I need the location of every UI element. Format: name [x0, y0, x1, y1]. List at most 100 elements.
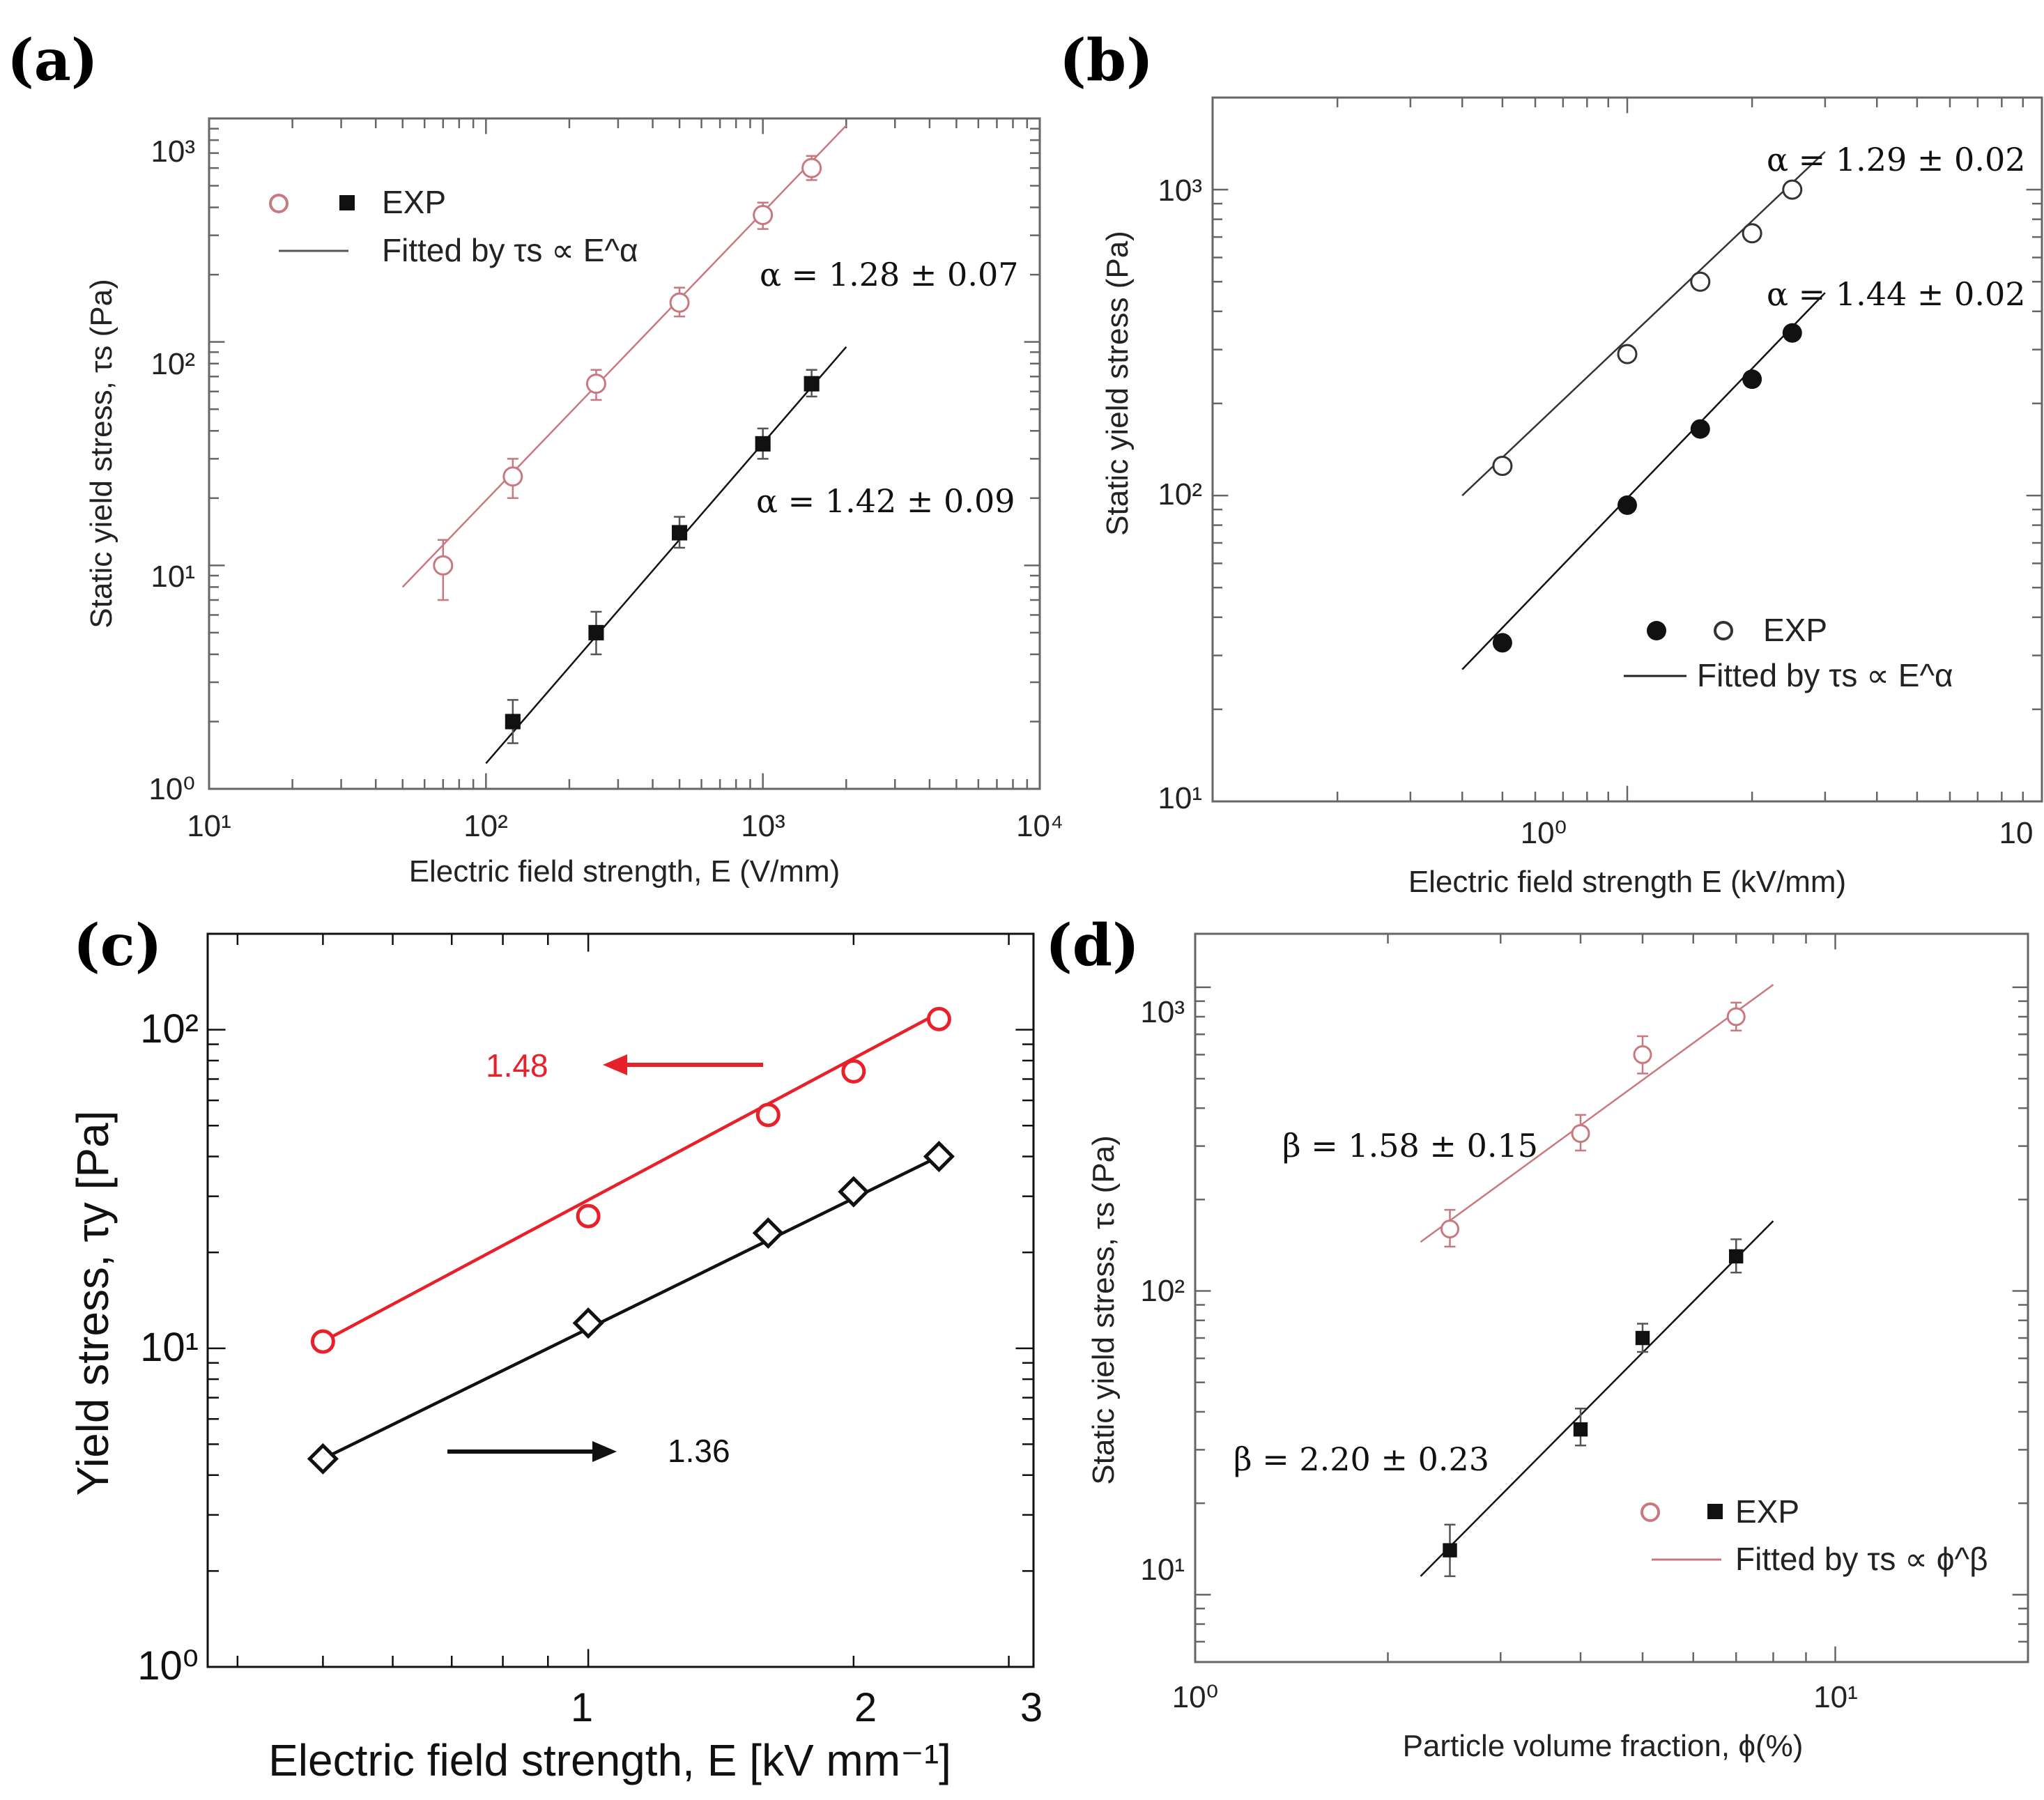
- panel-d-y-tick-label: 10³: [1140, 995, 1185, 1029]
- data-point-open-circle: [1726, 1007, 1746, 1026]
- data-point-open-circle: [755, 1102, 781, 1128]
- legend-open-circle-marker: [269, 194, 289, 213]
- data-point-filled-square: [1443, 1543, 1457, 1557]
- data-point-open-circle: [585, 374, 606, 394]
- panel-b-x-ticks: 10⁰ 10: [1521, 816, 2034, 850]
- data-point-open-diamond: [838, 1176, 870, 1208]
- data-point-filled-circle: [1492, 633, 1512, 653]
- panel-a-series-1-label: α = 1.42 ± 0.09: [756, 482, 1015, 520]
- panel-a-x-ticks: 10¹ 10² 10³ 10⁴: [187, 809, 1063, 843]
- data-point-open-circle: [1571, 1124, 1590, 1144]
- data-point-open-circle: [801, 157, 822, 178]
- panel-d-legend-exp: EXP: [1735, 1493, 1799, 1530]
- fit-line: [401, 125, 847, 588]
- data-point-filled-square: [505, 714, 521, 730]
- panel-c-y-tick-label: 10²: [140, 1006, 199, 1052]
- panel-b-x-axis-title: Electric field strength E (kV/mm): [1408, 865, 1846, 899]
- legend-filled-square-marker: [1707, 1504, 1723, 1519]
- panel-a-y-tick-label: 10²: [151, 347, 195, 381]
- panel-b-y-tick-label: 10²: [1158, 477, 1202, 511]
- panel-b-data: [1211, 96, 2043, 803]
- data-point-open-diamond: [572, 1307, 604, 1339]
- panel-b-x-tick-label: 10⁰: [1521, 816, 1567, 850]
- panel-a-x-tick-label: 10¹: [187, 809, 231, 843]
- fit-line: [1420, 1220, 1774, 1577]
- legend-open-circle-marker: [1640, 1502, 1660, 1522]
- panel-b-y-axis-title: Static yield stress (Pa): [1100, 231, 1135, 536]
- panel-a-y-ticks: 10⁰ 10¹ 10² 10³: [148, 134, 195, 806]
- panel-b-series-1-label: α = 1.44 ± 0.02: [1767, 275, 2025, 313]
- data-point-open-circle: [576, 1203, 601, 1229]
- panel-d-series-0-label: β = 1.58 ± 0.15: [1282, 1127, 1538, 1164]
- panel-d-x-axis-title: Particle volume fraction, ϕ(%): [1403, 1729, 1804, 1763]
- panel-c-y-ticks: 10⁰ 10¹ 10²: [137, 1006, 199, 1689]
- panel-a-y-axis-title: Static yield stress, τs (Pa): [84, 279, 118, 629]
- panel-c-letter: (c): [73, 912, 162, 979]
- panel-c-black-arrow: [447, 1441, 617, 1462]
- panel-c-x-tick-label: 3: [1020, 1685, 1043, 1730]
- data-point-open-circle: [1633, 1045, 1652, 1064]
- panel-b: (b) 10⁰ 10 10¹ 10² 10³ Electric field st…: [1059, 27, 2043, 899]
- panel-c-x-tick-label: 2: [854, 1685, 877, 1730]
- panel-d-y-tick-label: 10²: [1140, 1274, 1185, 1308]
- panel-a-series-0-label: α = 1.28 ± 0.07: [760, 256, 1018, 293]
- panel-b-y-tick-label: 10¹: [1158, 781, 1202, 815]
- data-point-filled-square: [1729, 1249, 1744, 1264]
- fit-line: [1461, 151, 1826, 496]
- data-point-open-circle: [1492, 456, 1513, 477]
- data-point-filled-circle: [1617, 495, 1637, 515]
- data-point-open-circle: [669, 292, 690, 313]
- data-point-filled-circle: [1690, 419, 1710, 439]
- panel-a-y-tick-label: 10¹: [151, 560, 195, 594]
- data-point-open-circle: [310, 1329, 335, 1354]
- data-point-open-circle: [841, 1059, 866, 1084]
- panel-a: (a) 10¹ 10² 10³ 10⁴ 10⁰ 10¹ 10² 10³ Elec…: [7, 27, 1063, 889]
- panel-d-y-ticks: 10¹ 10² 10³: [1140, 995, 1185, 1587]
- panel-a-legend-exp: EXP: [382, 184, 446, 220]
- data-point-open-circle: [926, 1006, 951, 1031]
- data-point-open-diamond: [752, 1217, 784, 1249]
- panel-c-y-axis-title: Yield stress, τy [Pa]: [68, 1111, 118, 1496]
- data-point-open-circle: [1617, 344, 1638, 364]
- fit-line: [322, 1011, 940, 1344]
- data-point-open-circle: [502, 466, 523, 487]
- data-point-filled-square: [1635, 1330, 1650, 1346]
- panel-b-y-ticks: 10¹ 10² 10³: [1158, 174, 1202, 815]
- panel-a-legend: EXP Fitted by τs ∝ E^α: [269, 184, 638, 268]
- data-point-open-diamond: [307, 1443, 339, 1475]
- panel-a-legend-fit: Fitted by τs ∝ E^α: [382, 232, 638, 268]
- legend-filled-square-marker: [339, 195, 355, 210]
- fit-line: [322, 1155, 940, 1461]
- panel-a-x-axis-title: Electric field strength, E (V/mm): [409, 854, 840, 889]
- data-point-open-circle: [1782, 179, 1803, 200]
- panel-d-x-tick-label: 10⁰: [1172, 1680, 1219, 1714]
- data-point-filled-square: [588, 624, 604, 640]
- data-point-open-circle: [433, 555, 454, 576]
- panel-c-series-0-label: 1.48: [486, 1047, 548, 1084]
- fit-line: [1420, 983, 1774, 1243]
- legend-open-circle-marker: [1714, 621, 1733, 640]
- panel-c-data: [208, 932, 1033, 1668]
- data-point-filled-circle: [1742, 369, 1762, 390]
- fit-line: [1461, 292, 1826, 670]
- panel-d-y-tick-label: 10¹: [1140, 1553, 1185, 1587]
- legend-filled-circle-marker: [1647, 621, 1666, 640]
- data-point-filled-square: [672, 525, 688, 541]
- data-point-open-circle: [1742, 223, 1762, 244]
- panel-c-red-arrow: [603, 1054, 763, 1075]
- panel-d-legend-fit: Fitted by τs ∝ ϕ^β: [1735, 1541, 1988, 1577]
- panel-b-legend-exp: EXP: [1763, 612, 1827, 648]
- panel-d-y-axis-title: Static yield stress, τs (Pa): [1086, 1135, 1121, 1485]
- panel-d-x-tick-label: 10¹: [1813, 1680, 1858, 1714]
- panel-a-plot-frame: [208, 117, 1041, 790]
- panel-a-x-tick-label: 10³: [741, 809, 785, 843]
- fit-line: [485, 346, 847, 764]
- panel-c-series-1-label: 1.36: [668, 1433, 730, 1469]
- panel-c-plot-frame: [206, 932, 1035, 1668]
- panel-d-legend: EXP Fitted by τs ∝ ϕ^β: [1640, 1493, 1988, 1577]
- panel-a-letter: (a): [7, 27, 98, 94]
- data-point-filled-circle: [1782, 323, 1802, 343]
- panel-a-x-tick-label: 10²: [463, 809, 508, 843]
- panel-d-series-1-label: β = 2.20 ± 0.23: [1234, 1440, 1489, 1478]
